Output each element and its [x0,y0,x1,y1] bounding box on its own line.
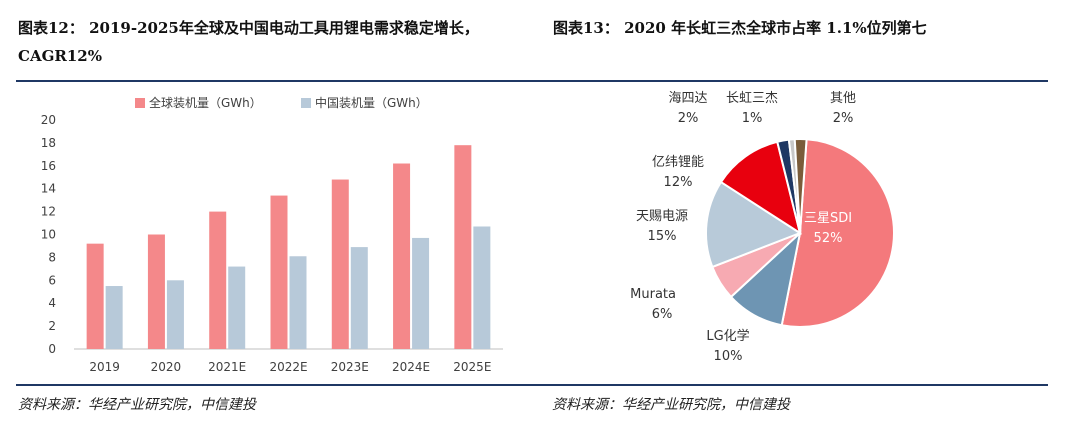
pie-label-percent: 2% [678,111,699,126]
pie-label-name: 海四达 [668,91,707,106]
pie-label-name: 三星SDI [804,211,852,226]
bar-global-2024E [393,163,411,349]
top-divider [16,80,1048,82]
pie-slice-4 [719,140,802,236]
x-category-label: 2025E [453,360,491,374]
x-axis-categories: 2019 2020 2021E 2022E 2023E 2024E 2025E [89,360,491,374]
pie-label-name: LG化学 [706,328,749,344]
pie-label-name: 长虹三杰 [726,91,778,106]
y-tick-label: 0 [48,342,56,356]
y-tick-label: 6 [48,273,56,287]
y-tick-label: 10 [41,228,56,242]
bar-marks [86,145,491,349]
bar-china-2022E [289,256,307,349]
bottom-divider [16,384,1048,386]
bar-global-2020 [147,234,165,349]
pie-label-name: 其他 [830,91,856,106]
pie-slices [705,138,895,328]
bar-china-2021E [228,266,246,349]
pie-label-name: Murata [630,287,676,302]
y-tick-label: 8 [48,250,56,264]
pie-label-percent: 10% [714,349,743,364]
x-category-label: 2021E [208,360,246,374]
bar-china-2024E [412,237,430,349]
pie-label-percent: 52% [814,231,843,246]
x-category-label: 2024E [392,360,430,374]
legend-swatch-global [135,98,145,108]
y-tick-label: 4 [48,296,56,310]
bar-global-2025E [454,145,472,349]
pie-slice-0 [780,138,895,328]
pie-label-name: 天赐电源 [636,209,688,224]
bar-china-2020 [166,280,184,349]
legend-label-global: 全球装机量（GWh） [149,95,262,110]
legend-swatch-china [301,98,311,108]
bar-china-2023E [350,247,368,349]
y-tick-label: 14 [41,182,56,196]
bar-legend: 全球装机量（GWh） 中国装机量（GWh） [135,95,428,110]
bar-global-2021E [209,211,227,349]
x-category-label: 2023E [331,360,369,374]
bar-china-2019 [105,286,123,349]
pie-label-percent: 12% [664,175,693,190]
y-tick-label: 12 [41,205,56,219]
bar-global-2019 [86,243,104,349]
pie-label-name: 亿纬锂能 [652,155,704,170]
y-tick-label: 16 [41,159,56,173]
demand-bar-chart: 全球装机量（GWh） 中国装机量（GWh） 02468101214161820 … [41,95,503,374]
pie-labels: 三星SDI 52% LG化学 10% Murata 6% 天赐电源 15% 亿纬锂能 12% 海四达… [630,91,856,364]
x-category-label: 2020 [151,360,182,374]
y-tick-label: 20 [41,113,56,127]
bar-global-2023E [331,179,349,349]
legend-label-china: 中国装机量（GWh） [315,95,428,110]
pie-label-percent: 2% [833,111,854,126]
pie-label-percent: 6% [652,307,673,322]
right-source-note: 资料来源：华经产业研究院，中信建投 [552,397,790,413]
pie-label-percent: 1% [742,111,763,126]
bar-china-2025E [473,226,491,349]
pie-slice-3 [705,180,803,269]
y-tick-label: 2 [48,319,56,333]
market-share-pie-chart: 三星SDI 52% LG化学 10% Murata 6% 天赐电源 15% 亿纬锂能 12% 海四达… [630,91,895,364]
y-axis-ticks: 0 2 4 6 8 10 12 14 16 18 20 [41,113,56,356]
left-chart-title: 图表12： 2019-2025年全球及中国电动工具用锂电需求稳定增长，CAGR1… [18,19,479,65]
left-source-note: 资料来源：华经产业研究院，中信建投 [18,397,256,413]
pie-slice-7 [793,138,808,234]
pie-label-percent: 15% [648,229,677,244]
x-category-label: 2019 [89,360,120,374]
y-tick-label: 18 [41,136,56,150]
bar-global-2022E [270,195,288,349]
right-chart-title: 图表13： 2020 年长虹三杰全球市占率 1.1%位列第七 [553,19,927,37]
x-category-label: 2022E [269,360,307,374]
